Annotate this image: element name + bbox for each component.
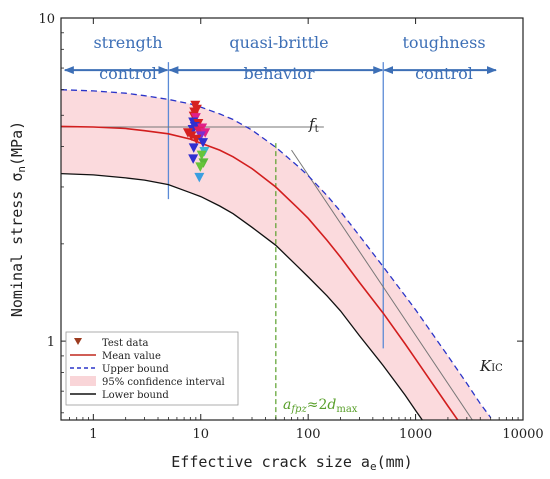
y-tick-label-2: 10 bbox=[38, 12, 55, 27]
region-label-behavior: behavior bbox=[244, 64, 315, 83]
kic-annotation-main: K bbox=[479, 357, 492, 375]
legend-label-4: 95% confidence interval bbox=[102, 377, 225, 388]
test-data-point-15 bbox=[195, 131, 206, 141]
ft-annotation-sub: t bbox=[315, 124, 319, 135]
test-data-point-13 bbox=[200, 128, 211, 138]
legend-swatch-ci bbox=[70, 376, 96, 386]
legend-label-2: Mean value bbox=[102, 351, 161, 362]
kic-annotation: KIC bbox=[479, 357, 503, 375]
axis-ticks-layer: 1 10 100 1000 10000 1 10 bbox=[38, 12, 543, 442]
legend-label-3: Upper bound bbox=[102, 364, 169, 375]
afpz-annotation-rel: ≈2 bbox=[307, 397, 328, 413]
upper-bound-curve bbox=[61, 89, 492, 418]
test-data-point-14 bbox=[186, 131, 197, 141]
region-label-strength: strength bbox=[93, 33, 162, 52]
curves-layer bbox=[61, 62, 497, 420]
x-tick-label-3: 100 bbox=[296, 427, 321, 442]
y-axis-title: Nominal stress σn(MPa) bbox=[8, 121, 28, 317]
ft-annotation-main: f bbox=[308, 115, 317, 133]
test-data-point-24 bbox=[194, 172, 205, 183]
legend-label-1: Test data bbox=[102, 338, 149, 349]
test-data-point-18 bbox=[188, 143, 199, 153]
afpz-annotation-d: d bbox=[327, 397, 336, 413]
y-axis-title-main: Nominal stress σ bbox=[8, 173, 26, 318]
x-tick-label-2: 10 bbox=[192, 427, 209, 442]
y-tick-label-1: 1 bbox=[47, 335, 55, 350]
ft-annotation: ft bbox=[308, 115, 319, 135]
kic-annotation-sub: IC bbox=[491, 363, 503, 374]
lower-bound-curve bbox=[61, 172, 424, 420]
test-data-point-23 bbox=[195, 162, 206, 172]
x-axis-title-unit: (mm) bbox=[377, 453, 413, 471]
legend-swatch-test-data bbox=[74, 338, 82, 345]
x-axis-title: Effective crack size ae(mm) bbox=[171, 453, 412, 473]
y-axis-title-sub: n bbox=[15, 166, 28, 173]
x-tick-label-1: 1 bbox=[89, 427, 97, 442]
test-data-point-16 bbox=[191, 134, 202, 145]
afpz-annotation-sub: fpz bbox=[290, 404, 307, 415]
legend-label-5: Lower bound bbox=[102, 390, 169, 401]
x-tick-label-4: 1000 bbox=[399, 427, 432, 442]
legend: Test data Mean value Upper bound 95% confid… bbox=[65, 331, 239, 406]
region-label-toughness-control: control bbox=[415, 64, 473, 83]
afpz-annotation-d-sub: max bbox=[336, 404, 357, 415]
region-label-toughness: toughness bbox=[402, 33, 485, 52]
plot-frame bbox=[60, 17, 524, 421]
afpz-annotation: afpz≈2dmax bbox=[283, 397, 358, 415]
legend-entries: Test data Mean value Upper bound 95% confid… bbox=[70, 338, 225, 401]
mean-value-curve bbox=[61, 125, 459, 420]
region-label-quasi-brittle: quasi-brittle bbox=[229, 33, 328, 52]
test-data-layer bbox=[182, 100, 211, 183]
test-data-point-20 bbox=[196, 150, 207, 161]
afpz-annotation-main: a bbox=[283, 397, 291, 413]
x-axis-title-sub: e bbox=[370, 460, 377, 473]
y-axis-title-unit: (MPa) bbox=[8, 121, 26, 166]
region-label-strength-control: control bbox=[99, 64, 157, 83]
kic-asymptote-line bbox=[291, 149, 473, 420]
test-data-point-17 bbox=[198, 138, 209, 148]
x-tick-label-5: 10000 bbox=[502, 427, 543, 442]
test-data-point-21 bbox=[188, 154, 199, 164]
x-axis-title-main: Effective crack size a bbox=[171, 453, 370, 471]
